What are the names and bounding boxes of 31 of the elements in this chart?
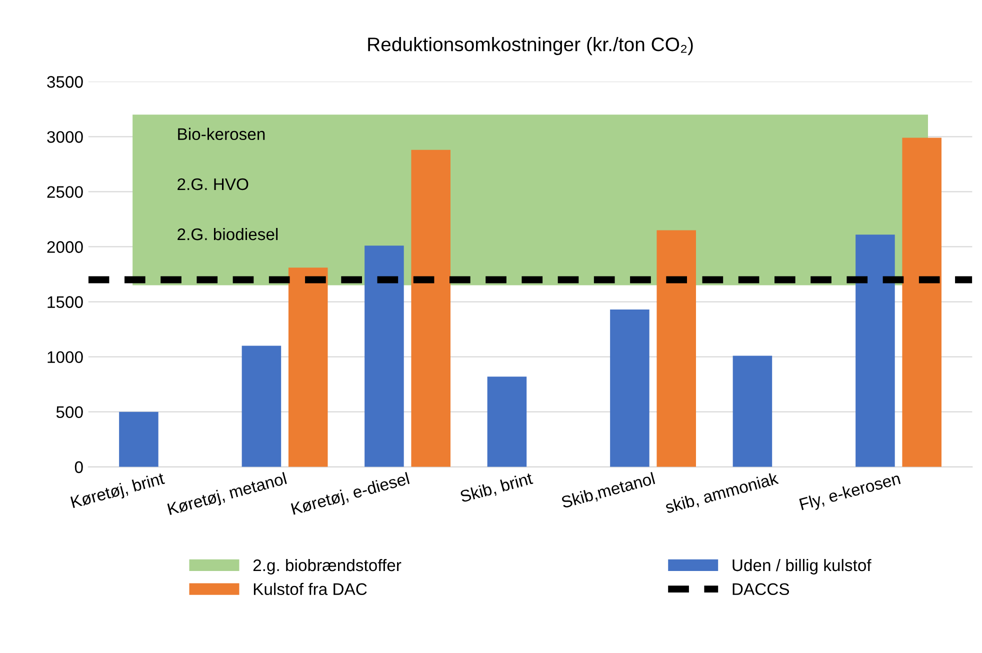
bar [411,150,450,467]
bar [288,268,328,467]
annotation: 2.G. HVO [178,178,248,190]
y-tick-label: 3000 [47,131,83,143]
x-tick-label: Skib, brint [459,472,534,504]
annotation: Bio-kerosen [178,128,265,140]
x-tick-label: Fly, e-kerosen [799,472,902,514]
y-tick-label: 0 [74,461,83,474]
bar [119,412,158,467]
bar [242,346,282,467]
legend-label: DACCS [732,583,790,596]
legend-label: 2.g. biobrændstoffer [253,558,402,574]
y-tick-label: 1500 [48,296,83,308]
y-tick-label: 500 [56,406,83,418]
bar [856,234,895,467]
y-tick-label: 2500 [47,186,83,198]
bar [902,138,942,467]
chart-title: Reduktionsomkostninger (kr./ton CO₂) [368,36,693,56]
bar [487,376,527,467]
legend-label: Kulstof fra DAC [254,582,367,596]
bar [656,230,696,467]
y-tick-label: 2000 [47,241,83,253]
bar [732,356,772,467]
annotation: 2.G. biodiesel [178,228,278,240]
bar [610,309,650,467]
bar [364,246,404,467]
y-tick-label: 3500 [47,76,83,88]
legend-label: Uden / billig kulstof [732,558,872,574]
x-tick-label: Køretøj, metanol [167,472,288,518]
x-tick-label: Køretøj, e-diesel [290,472,410,518]
y-tick-label: 1000 [48,351,83,364]
